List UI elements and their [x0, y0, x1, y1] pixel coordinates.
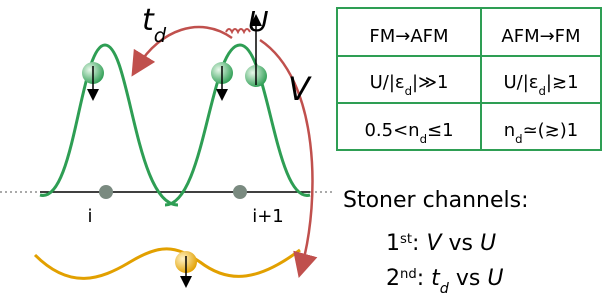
- table-header: FM→AFM: [369, 26, 448, 47]
- interaction-label: U: [248, 5, 269, 38]
- text-part: Stoner channels:: [343, 188, 529, 213]
- text-part: U/|ε: [503, 72, 538, 93]
- text-part: ≃(≳)1: [523, 120, 579, 141]
- text-part: d: [405, 84, 412, 98]
- hopping-label: td: [142, 3, 167, 47]
- text-part: AFM→FM: [501, 26, 580, 47]
- table-cell: 0.5<nd≤1: [364, 120, 453, 146]
- stoner-title: Stoner channels:: [343, 188, 529, 213]
- text-part: U: [248, 5, 269, 38]
- text-part: 1: [386, 231, 400, 256]
- text-part: V: [288, 70, 312, 108]
- text-part: n: [504, 120, 515, 141]
- interaction-squiggle: [226, 29, 250, 32]
- text-part: d: [515, 132, 522, 146]
- text-part: i+1: [252, 206, 284, 227]
- stoner-line: 2nd: td vs U: [386, 266, 503, 297]
- text-part: nd: [400, 267, 417, 282]
- stoner-line: 1st: V vs U: [386, 231, 496, 256]
- text-part: |≳1: [546, 72, 579, 93]
- text-part: U: [480, 231, 496, 256]
- text-part: U/|ε: [370, 72, 405, 93]
- text-part: 0.5<n: [364, 120, 419, 141]
- text-part: U: [487, 266, 503, 291]
- text-part: FM→AFM: [369, 26, 448, 47]
- text-part: :: [412, 231, 426, 256]
- table-cell: nd≃(≳)1: [504, 120, 579, 146]
- site: [99, 185, 113, 199]
- text-part: i: [87, 206, 92, 227]
- text-part: |≫1: [412, 72, 448, 93]
- text-part: st: [400, 232, 412, 247]
- text-part: vs: [442, 231, 480, 256]
- table-header: AFM→FM: [501, 26, 580, 47]
- table-cell: U/|εd|≳1: [503, 72, 578, 98]
- diagram: tdUVii+1FM→AFMAFM→FMU/|εd|≫1U/|εd|≳10.5<…: [0, 0, 603, 303]
- intersite-label: V: [288, 70, 312, 108]
- text-part: d: [420, 132, 427, 146]
- text-part: d: [154, 24, 167, 47]
- band: [35, 249, 300, 279]
- text-part: :: [417, 266, 431, 291]
- table-cell: U/|εd|≫1: [370, 72, 449, 98]
- text-part: 2: [386, 266, 400, 291]
- text-part: vs: [449, 266, 487, 291]
- site-label: i: [87, 206, 92, 227]
- site-label: i+1: [252, 206, 284, 227]
- text-part: d: [539, 84, 546, 98]
- orbital: [40, 45, 178, 205]
- text-part: ≤1: [427, 120, 454, 141]
- site: [233, 185, 247, 199]
